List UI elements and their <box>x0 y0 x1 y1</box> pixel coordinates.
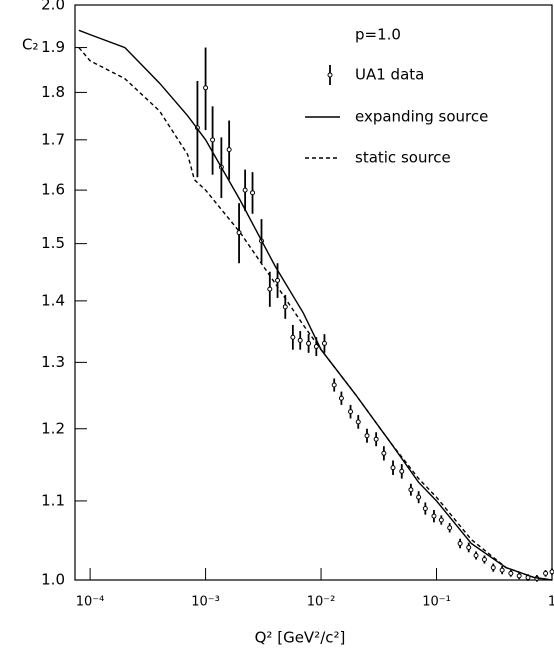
data-point <box>348 409 354 415</box>
data-point <box>331 382 337 388</box>
y-tick-label: 1.7 <box>41 130 65 148</box>
y-tick-label: 1.8 <box>41 83 65 101</box>
plot-frame <box>74 4 553 581</box>
data-point <box>297 337 303 343</box>
data-point <box>399 468 405 474</box>
x-tick-label: 1 <box>548 595 554 610</box>
data-point <box>267 286 273 292</box>
data-point <box>416 494 422 500</box>
data-point <box>250 190 256 196</box>
data-point <box>549 569 554 575</box>
data-point <box>242 187 248 193</box>
x-tick-label: 10⁻³ <box>191 595 220 610</box>
data-point <box>282 304 288 310</box>
data-point <box>290 334 296 340</box>
data-point <box>473 552 479 558</box>
data-point <box>499 567 505 573</box>
data-point <box>226 147 232 153</box>
y-tick-label: 1.9 <box>41 38 65 56</box>
y-tick-label: 1.0 <box>41 571 65 589</box>
data-point <box>364 433 370 439</box>
y-tick-label: 1.5 <box>41 234 65 252</box>
data-point <box>447 525 453 531</box>
data-point <box>321 340 327 346</box>
y-tick-label: 1.3 <box>41 353 65 371</box>
data-point <box>210 137 216 143</box>
data-point <box>543 570 549 576</box>
data-point <box>408 487 414 493</box>
data-point <box>306 340 312 346</box>
data-point <box>338 395 344 401</box>
data-point <box>490 565 496 571</box>
legend-label: UA1 data <box>355 66 424 84</box>
x-tick-label: 10⁻² <box>307 595 336 610</box>
x-tick-label: 10⁻⁴ <box>76 595 105 610</box>
data-point <box>373 436 379 442</box>
curve <box>78 29 553 581</box>
annotation: p=1.0 <box>355 26 401 44</box>
legend-label: expanding source <box>355 108 488 126</box>
data-point <box>381 450 387 456</box>
y-tick-label: 1.1 <box>41 491 65 509</box>
y-tick-label: 1.6 <box>41 181 65 199</box>
y-tick-label: 2.0 <box>41 0 65 14</box>
legend-marker <box>327 72 333 78</box>
x-axis-label: Q² [GeV²/c²] <box>255 629 346 647</box>
data-point <box>203 85 209 91</box>
data-point <box>508 570 514 576</box>
y-axis-label: C₂ <box>22 36 39 54</box>
curve <box>78 47 553 581</box>
legend-label: static source <box>355 149 451 167</box>
data-point <box>275 277 281 283</box>
data-point <box>390 465 396 471</box>
data-point <box>516 573 522 579</box>
y-tick-label: 1.2 <box>41 419 65 437</box>
data-point <box>422 506 428 512</box>
data-point <box>438 517 444 523</box>
data-point <box>355 419 361 425</box>
data-point <box>466 544 472 550</box>
y-tick-label: 1.4 <box>41 291 65 309</box>
data-point <box>431 513 437 519</box>
x-tick-label: 10⁻¹ <box>422 595 451 610</box>
data-point <box>457 540 463 546</box>
data-point <box>481 557 487 563</box>
